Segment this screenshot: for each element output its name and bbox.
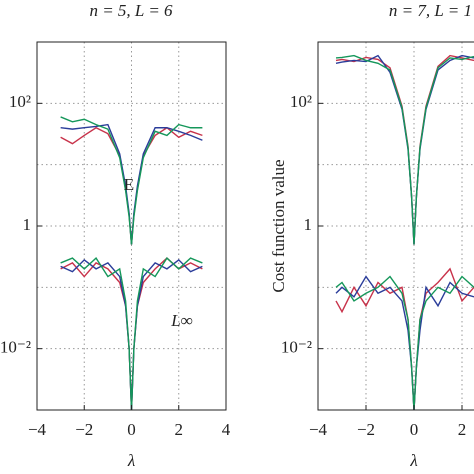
y-tick-label: 10² <box>290 92 312 111</box>
x-tick-label: −2 <box>75 420 93 439</box>
chart-title: n = 7, L = 1 <box>389 1 472 20</box>
x-tick-label: −2 <box>357 420 375 439</box>
chart-title: n = 5, L = 6 <box>89 1 173 20</box>
y-axis-label: Cost function value <box>269 159 288 292</box>
x-tick-label: 0 <box>127 420 136 439</box>
x-tick-label: −4 <box>309 420 328 439</box>
line-series <box>335 54 474 245</box>
y-tick-label: 1 <box>304 215 313 234</box>
line-series <box>335 54 474 245</box>
annotation: E <box>124 175 134 194</box>
y-tick-label: 10⁻² <box>0 338 31 357</box>
line-series <box>60 116 203 245</box>
line-series <box>335 275 474 411</box>
x-axis-label: λ <box>409 451 417 470</box>
x-tick-label: 2 <box>175 420 184 439</box>
y-tick-label: 10² <box>9 92 31 111</box>
line-series <box>335 275 474 411</box>
x-tick-label: −4 <box>28 420 47 439</box>
line-series <box>335 267 474 411</box>
x-axis-label: λ <box>127 451 135 470</box>
x-tick-label: 0 <box>410 420 419 439</box>
y-tick-label: 1 <box>23 215 32 234</box>
y-tick-label: 10⁻² <box>281 338 312 357</box>
x-tick-label: 4 <box>222 420 231 439</box>
x-tick-label: 2 <box>458 420 467 439</box>
line-series <box>335 54 474 245</box>
annotation: L∞ <box>170 311 193 330</box>
